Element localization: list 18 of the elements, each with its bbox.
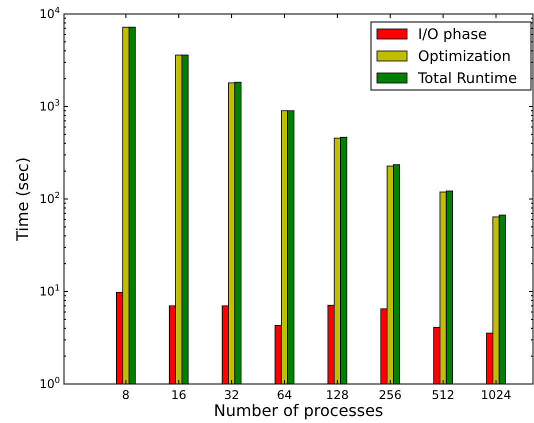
- x-tick-label: 1024: [480, 388, 512, 402]
- y-tick-label: 10$^{2}$: [39, 190, 60, 206]
- y-tick-label: 10$^{1}$: [39, 282, 60, 298]
- x-tick-label: 32: [224, 388, 240, 402]
- y-tick-label: 10$^{3}$: [39, 98, 60, 114]
- x-axis-title: Number of processes: [214, 401, 384, 420]
- y-tick-label: 10$^{0}$: [39, 375, 60, 391]
- x-tick-label: 512: [432, 388, 455, 402]
- x-tick-label: 64: [276, 388, 292, 402]
- x-tick-label: 16: [171, 388, 186, 402]
- y-tick-label: 10$^{4}$: [39, 5, 60, 21]
- y-axis-title: Time (sec): [13, 157, 32, 242]
- legend-label: I/O phase: [418, 27, 488, 43]
- x-tick-label: 128: [326, 388, 349, 402]
- x-tick-label: 256: [378, 388, 402, 402]
- legend-label: Total Runtime: [417, 71, 518, 87]
- legend-label: Optimization: [418, 49, 511, 65]
- x-tick-label: 8: [122, 388, 130, 402]
